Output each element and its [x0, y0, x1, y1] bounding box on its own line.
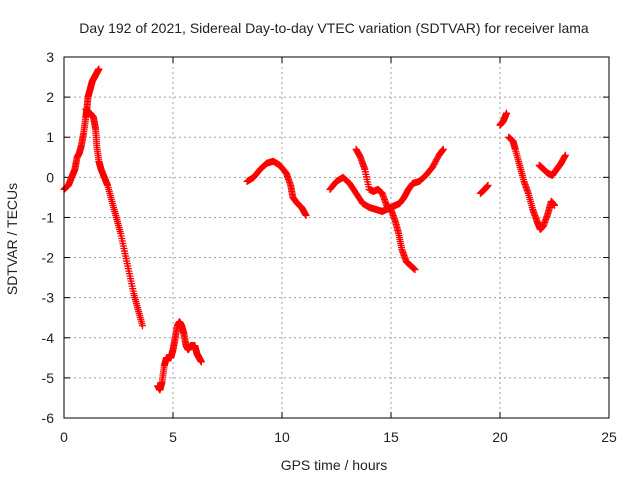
y-tick-label: 1 [46, 129, 54, 145]
y-tick-label: -5 [42, 370, 55, 386]
y-tick-label: -4 [42, 330, 55, 346]
data-point-marker [433, 154, 441, 162]
data-point-marker [197, 358, 205, 366]
data-point-marker [138, 322, 146, 330]
x-tick-label: 15 [383, 429, 399, 445]
y-tick-label: 2 [46, 89, 54, 105]
data-point-marker [433, 156, 441, 164]
plot-frame [63, 56, 610, 419]
data-points [60, 65, 569, 394]
data-point-marker [503, 109, 511, 117]
data-point-marker [428, 163, 436, 171]
y-tick-label: -2 [42, 250, 55, 266]
data-point-marker [429, 162, 437, 170]
axis-ticks: 0 5 10 15 20 25 -6 -5 -4 -3 -2 -1 0 1 2 3 [42, 49, 617, 445]
data-point-marker [431, 159, 439, 167]
data-point-marker [302, 211, 310, 219]
data-point-marker [411, 266, 419, 274]
y-tick-label: -1 [42, 209, 55, 225]
data-point-marker [439, 145, 447, 153]
data-point-marker [95, 65, 103, 73]
y-tick-label: 0 [46, 169, 54, 185]
data-point-marker [484, 181, 492, 189]
y-axis-label: SDTVAR / TECUs [4, 183, 20, 295]
x-tick-label: 10 [274, 429, 290, 445]
x-axis-label: GPS time / hours [281, 457, 388, 473]
x-tick-label: 0 [60, 429, 68, 445]
x-tick-label: 5 [169, 429, 177, 445]
y-tick-label: 3 [46, 49, 54, 65]
data-point-marker [432, 157, 440, 165]
y-tick-label: -6 [42, 410, 55, 426]
gridlines [64, 57, 609, 418]
data-point-marker [430, 160, 438, 168]
data-point-marker [561, 151, 569, 159]
x-tick-label: 25 [601, 429, 617, 445]
x-tick-label: 20 [492, 429, 508, 445]
chart-title: Day 192 of 2021, Sidereal Day-to-day VTE… [79, 20, 589, 36]
y-tick-label: -3 [42, 290, 55, 306]
data-point-marker [551, 201, 558, 209]
